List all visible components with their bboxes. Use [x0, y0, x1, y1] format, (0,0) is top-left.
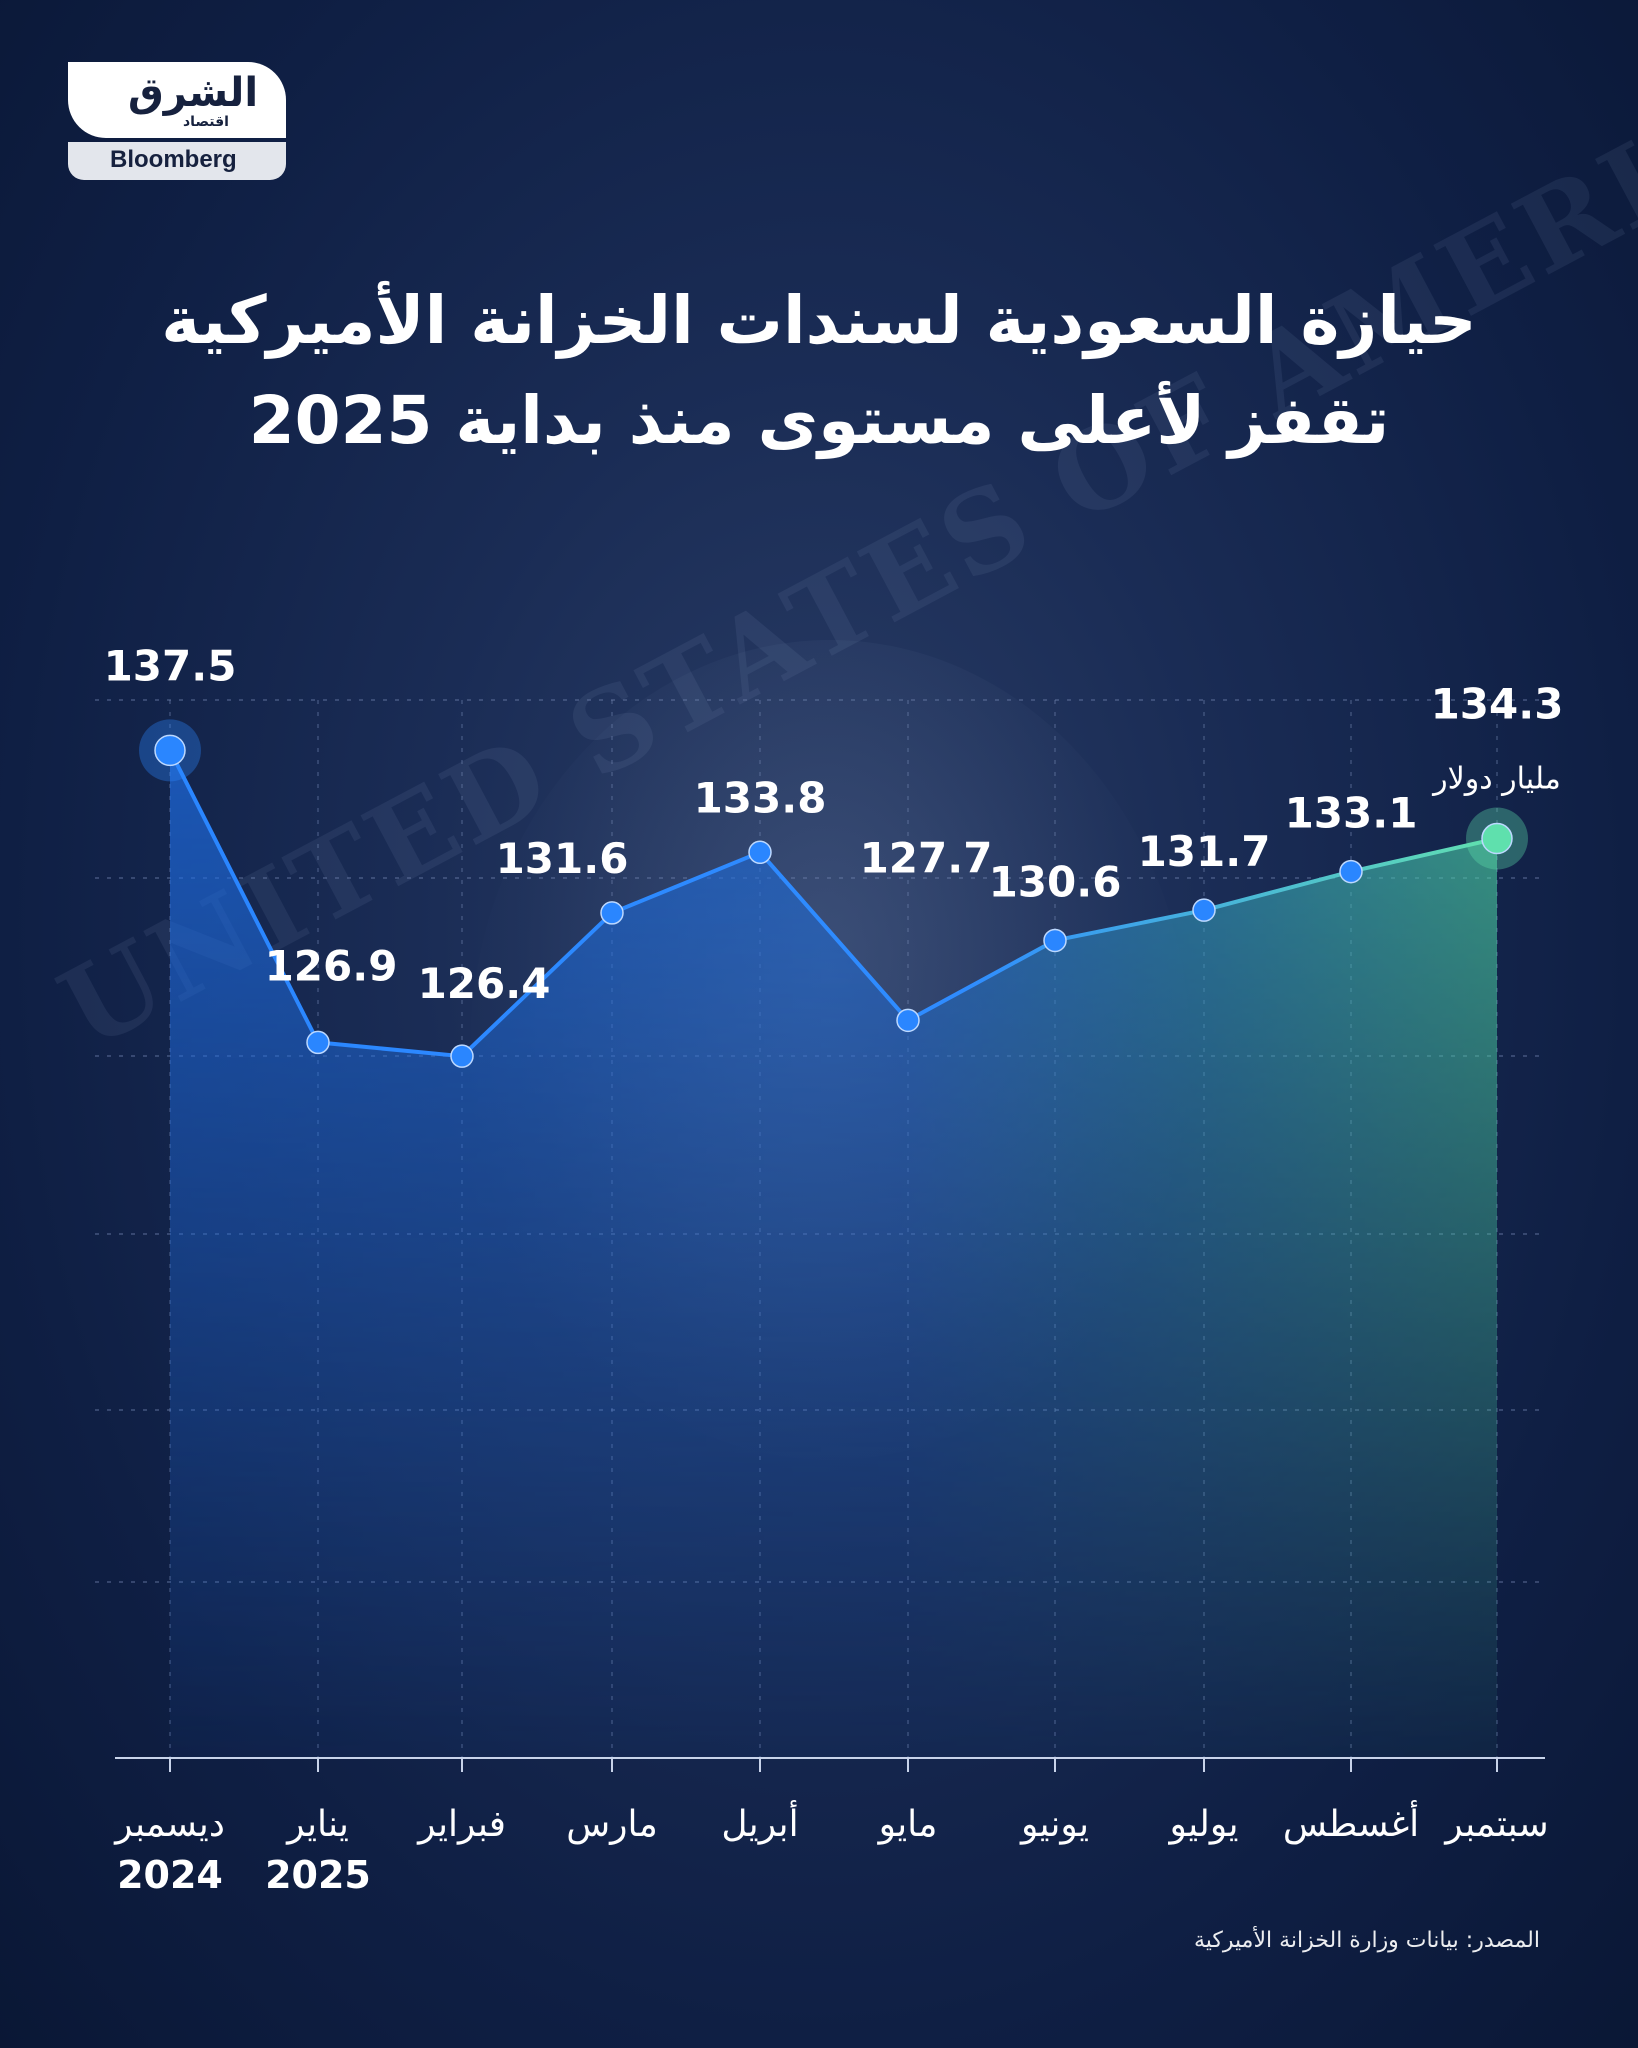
- data-point: [748, 840, 772, 865]
- data-point: [1339, 859, 1363, 884]
- data-point: [154, 734, 186, 767]
- x-tick-year-label: 2024: [117, 1853, 223, 1897]
- data-point: [1043, 928, 1067, 953]
- value-label: 130.6: [989, 857, 1122, 906]
- value-label: 134.3: [1431, 680, 1564, 729]
- logo-bloomberg-text: Bloomberg: [110, 146, 237, 173]
- logo-top-panel: الشرق اقتصاد: [68, 62, 286, 138]
- unit-label: مليار دولار: [1431, 762, 1561, 797]
- x-tick-label: يونيو: [1019, 1804, 1089, 1845]
- x-tick-label: سبتمبر: [1443, 1804, 1548, 1845]
- source-note: المصدر: بيانات وزارة الخزانة الأميركية: [1194, 1928, 1540, 1953]
- value-label: 131.6: [496, 834, 629, 883]
- value-label: 133.1: [1285, 789, 1418, 838]
- value-label: 137.5: [104, 641, 237, 690]
- series-line: [168, 749, 1498, 1059]
- x-tick-label: أبريل: [721, 1800, 798, 1845]
- title-line-2: تقفز لأعلى مستوى منذ بداية 2025: [248, 382, 1390, 459]
- data-point: [1192, 898, 1216, 922]
- value-label: 133.8: [694, 773, 827, 822]
- data-point: [306, 1030, 330, 1055]
- data-point: [450, 1044, 474, 1068]
- data-point: [600, 901, 624, 925]
- x-tick-label: ديسمبر: [113, 1804, 225, 1845]
- x-tick-label: يوليو: [1167, 1804, 1238, 1845]
- x-tick-label: أغسطس: [1283, 1800, 1419, 1845]
- x-tick-label: مايو: [877, 1804, 938, 1845]
- data-point: [1481, 822, 1513, 855]
- area-fill: [170, 750, 1497, 1758]
- value-label: 126.4: [418, 959, 551, 1008]
- x-tick-year-label: 2025: [265, 1853, 371, 1897]
- x-tick-label: مارس: [566, 1804, 658, 1845]
- logo-arabic-text: الشرق: [127, 70, 259, 116]
- data-point: [896, 1008, 920, 1033]
- value-label: 127.7: [860, 833, 993, 882]
- value-label: 126.9: [265, 941, 398, 990]
- logo-bottom-panel: Bloomberg: [68, 142, 286, 180]
- value-label: 131.7: [1138, 827, 1271, 876]
- x-tick-label: يناير: [285, 1804, 349, 1845]
- logo-subtext: اقتصاد: [183, 114, 229, 130]
- title-line-1: حيازة السعودية لسندات الخزانة الأميركية: [161, 282, 1477, 359]
- x-tick-label: فبراير: [416, 1804, 506, 1845]
- brand-logo: الشرق اقتصاد Bloomberg: [68, 62, 286, 180]
